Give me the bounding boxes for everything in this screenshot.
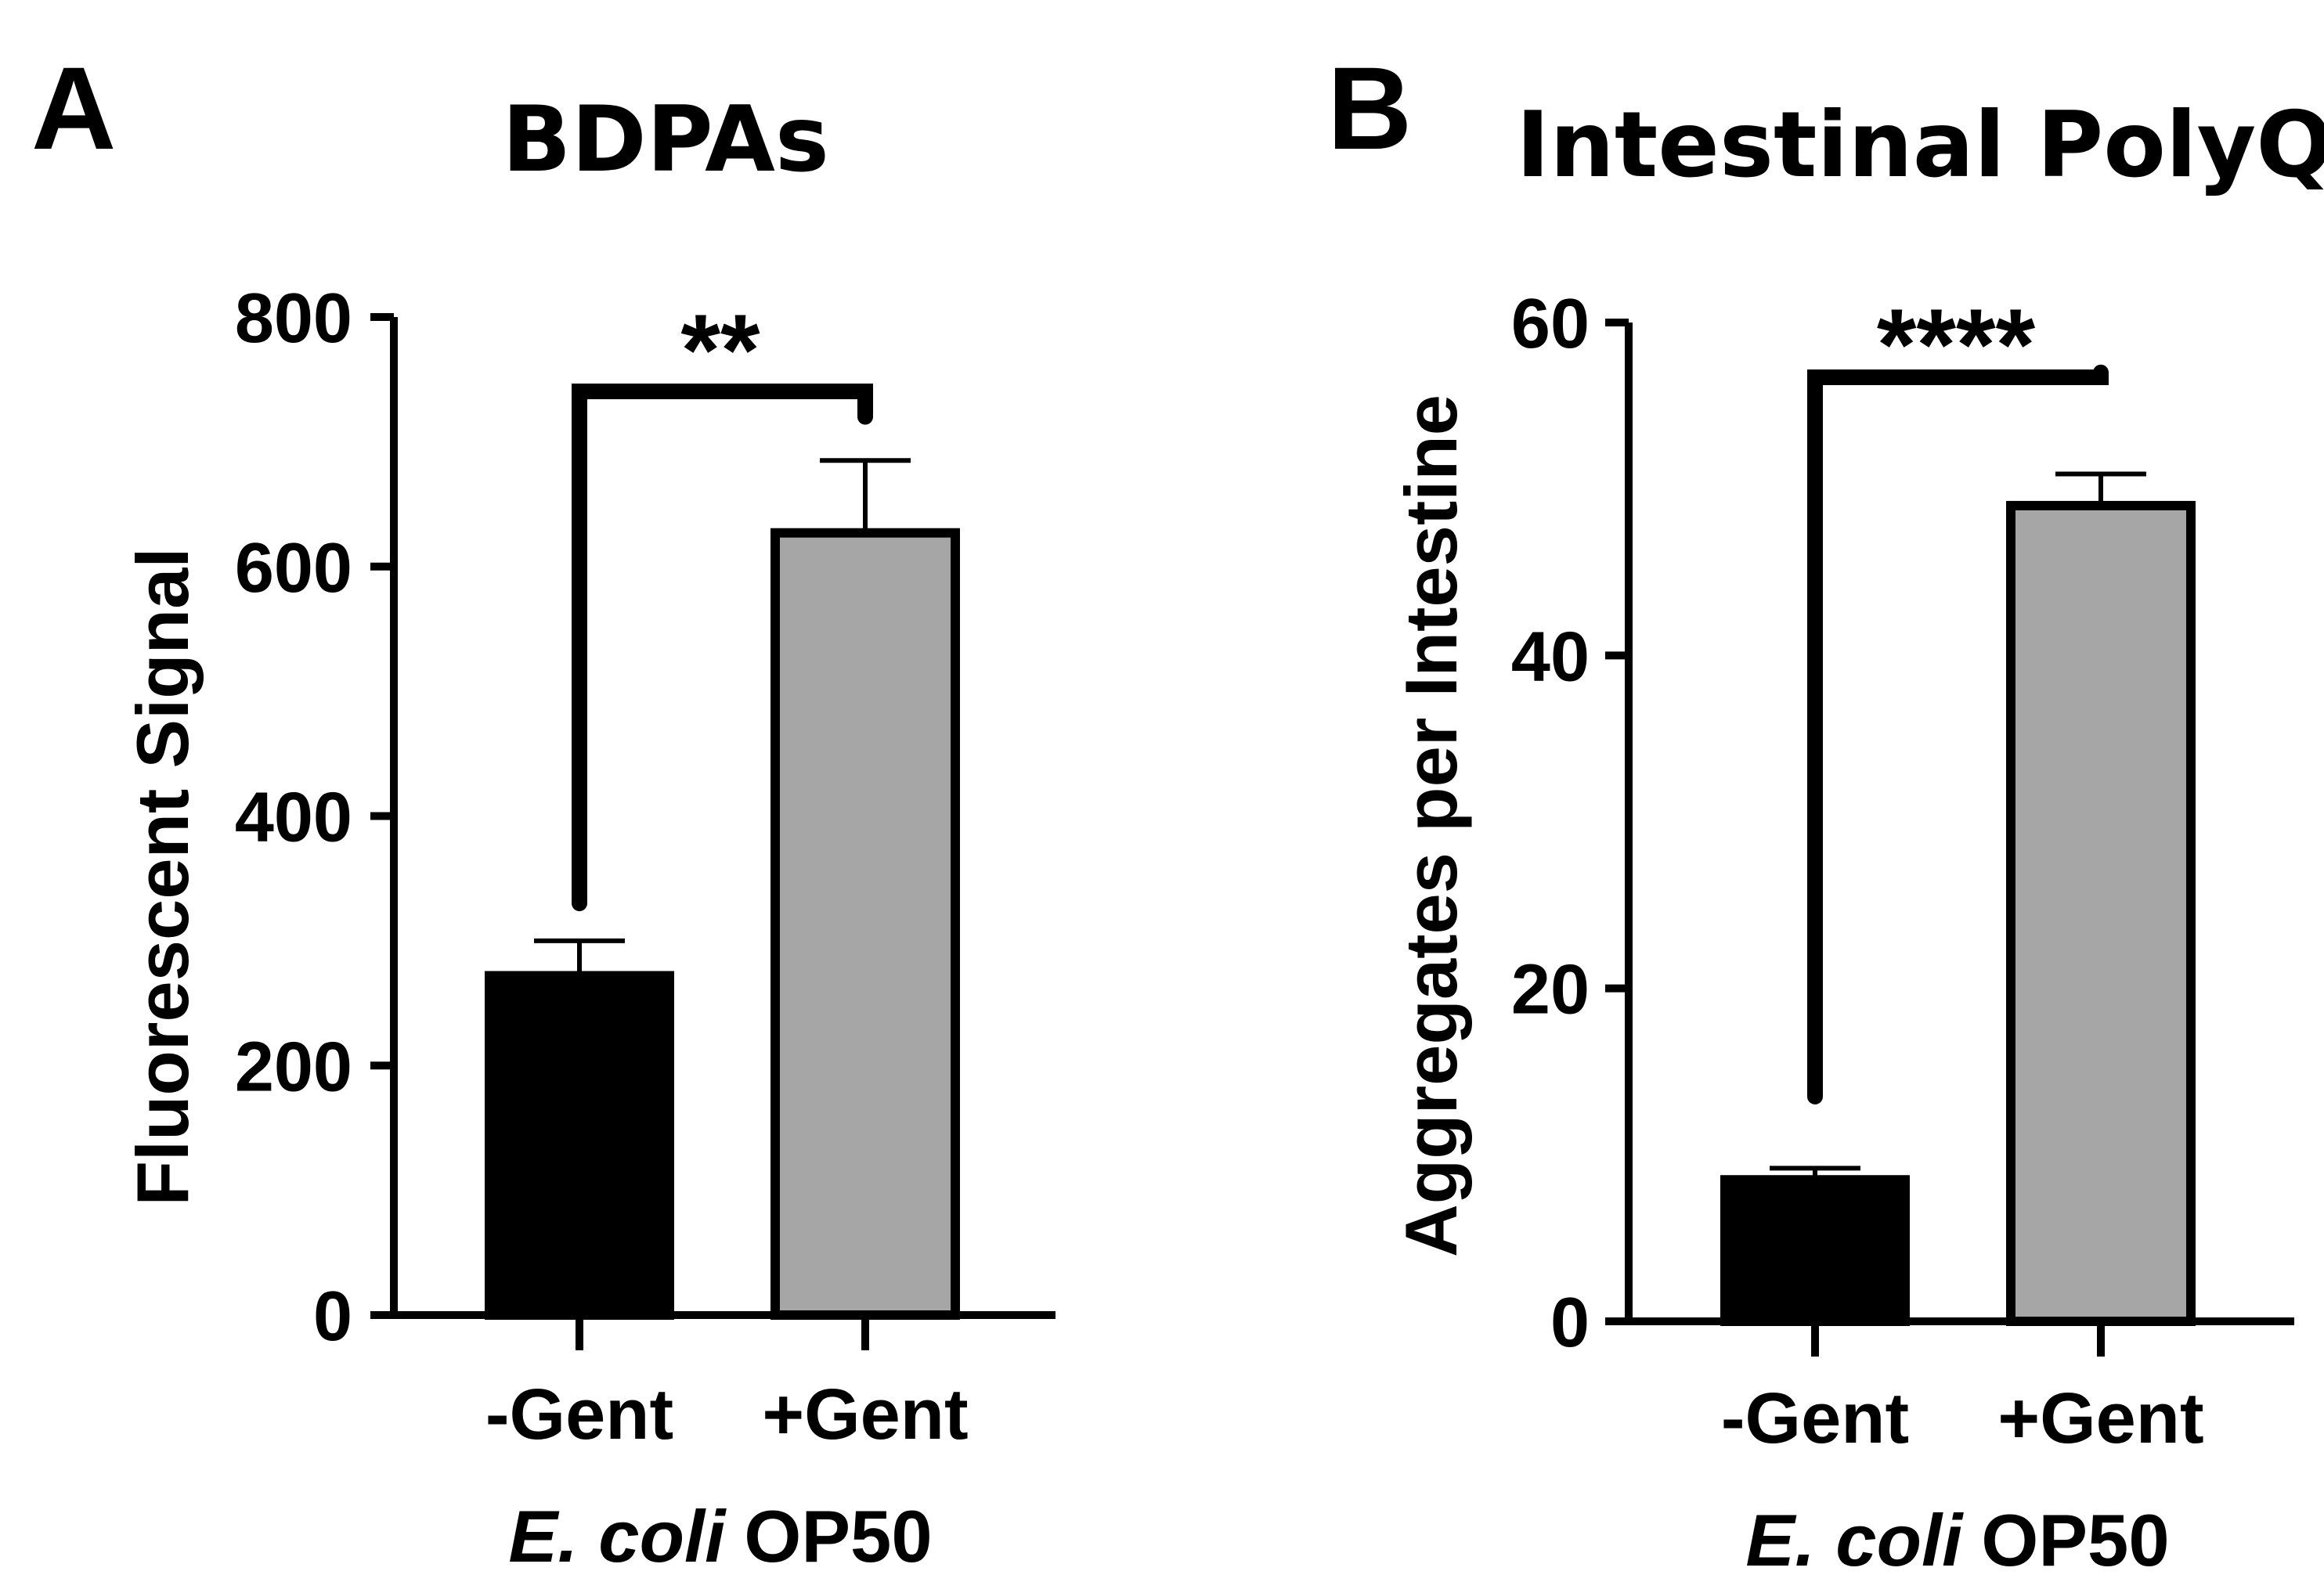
panel-a: A BDPAs Fluorescent Signal 0 200 400 600 800… (31, 42, 1056, 1577)
y-tick-label-b-2: 40 (1511, 618, 1590, 696)
bracket-path-b (1807, 364, 2109, 1105)
panel-b: B Intestinal PolyQ Aggregates per Intest… (1327, 42, 2324, 1581)
bracket-path-a (572, 384, 873, 912)
significance-bracket-b (1807, 364, 2109, 1105)
y-tick-label-a-2: 400 (235, 779, 352, 857)
y-tick-label-a-3: 600 (235, 529, 352, 607)
y-tick-label-b-3: 60 (1511, 285, 1590, 363)
x-axis-title-b-rest: OP50 (1981, 1499, 2169, 1581)
category-label-b-0: -Gent (1721, 1378, 1909, 1458)
panel-label-b: B (1327, 42, 1412, 174)
bar-b-0 (1720, 1175, 1910, 1326)
x-axis-title-a: E. coli OP50 (508, 1495, 932, 1577)
category-label-b-1: +Gent (1997, 1378, 2203, 1458)
category-label-a-1: +Gent (762, 1375, 968, 1454)
significance-bracket-a (572, 384, 873, 912)
x-axis-title-b: E. coli OP50 (1745, 1499, 2169, 1581)
y-tick-label-b-0: 0 (1550, 1284, 1590, 1362)
chart-title-b: Intestinal PolyQ (1516, 92, 2324, 198)
y-tick-label-a-0: 0 (313, 1277, 352, 1356)
panel-label-a: A (31, 42, 116, 174)
y-ticks-b: 0 20 40 60 (1511, 285, 1629, 1362)
bar-a-0 (485, 971, 674, 1320)
y-tick-label-a-4: 800 (235, 279, 352, 358)
bars-a (485, 458, 960, 1350)
bar-b-1 (2006, 500, 2196, 1326)
y-ticks-a: 0 200 400 600 800 (235, 279, 394, 1356)
y-tick-label-b-1: 20 (1511, 951, 1590, 1029)
x-axis-title-a-italic: E. coli (508, 1495, 727, 1577)
y-tick-label-a-1: 200 (235, 1028, 352, 1106)
y-axis-title-b: Aggregates per Intestine (1390, 395, 1472, 1257)
significance-label-b: **** (1877, 287, 2036, 402)
x-axis-title-b-italic: E. coli (1745, 1499, 1964, 1581)
bars-b (1720, 471, 2196, 1357)
x-axis-title-a-rest: OP50 (744, 1495, 932, 1577)
significance-label-a: ** (680, 293, 760, 407)
bar-a-1 (770, 528, 960, 1320)
category-label-a-0: -Gent (485, 1375, 673, 1454)
chart-title-a: BDPAs (502, 87, 829, 193)
y-axis-title-a: Fluorescent Signal (121, 548, 204, 1206)
